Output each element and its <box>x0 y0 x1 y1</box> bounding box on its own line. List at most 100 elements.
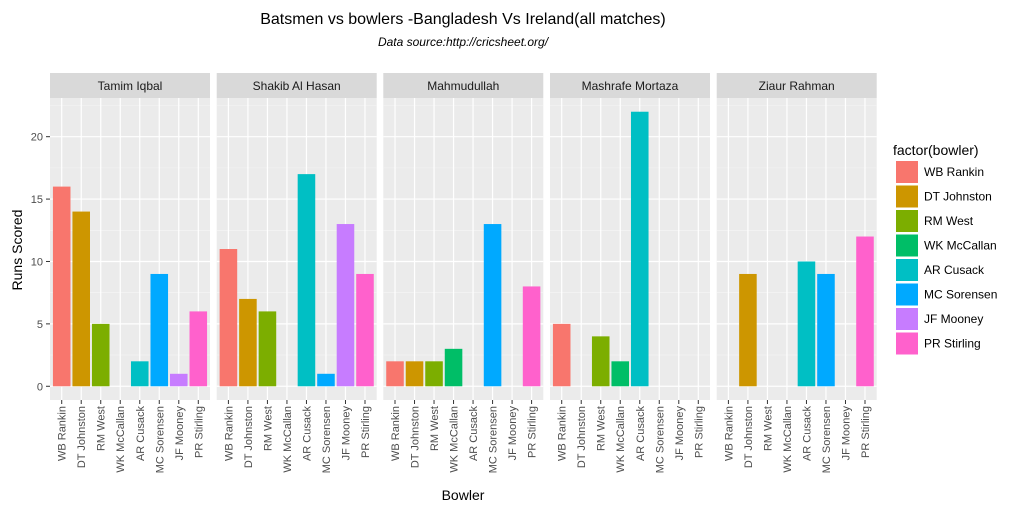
bar-pr-stirling <box>856 236 874 387</box>
x-tick-label: MC Sorensen <box>654 406 666 473</box>
panels: Tamim Iqbal WB Rankin DT Johnston RM West WK… <box>50 73 877 473</box>
y-axis-label: Runs Scored <box>9 210 25 291</box>
x-axis-label: Bowler <box>442 487 485 503</box>
legend-label: PR Stirling <box>924 337 981 351</box>
bar-wb-rankin <box>386 361 404 387</box>
legend-key <box>896 308 918 330</box>
x-tick-label: PR Stirling <box>193 406 205 458</box>
legend-item: PR Stirling <box>896 332 981 355</box>
legend-label: WB Rankin <box>924 165 984 179</box>
chart-title: Batsmen vs bowlers -Bangladesh Vs Irelan… <box>260 11 666 28</box>
x-tick-label: DT Johnston <box>743 406 755 468</box>
x-tick-label: PR Stirling <box>360 406 372 458</box>
bar-rm-west <box>258 311 277 387</box>
legend-item: WB Rankin <box>896 161 984 183</box>
x-tick-label: AR Cusack <box>801 406 813 462</box>
legend-item: DT Johnston <box>896 185 992 208</box>
legend-label: JF Mooney <box>924 312 983 326</box>
facet-label: Shakib Al Hasan <box>253 79 341 93</box>
panel-mahmudullah: Mahmudullah WB Rankin DT Johnston RM West WK… <box>383 73 544 473</box>
x-tick-label: PR Stirling <box>527 406 539 458</box>
x-tick-label: AR Cusack <box>135 406 147 462</box>
x-tick-label: WK McCallan <box>282 406 294 473</box>
panel-background <box>383 98 544 400</box>
x-tick-label: JF Mooney <box>174 406 186 461</box>
x-tick-label: MC Sorensen <box>488 406 500 473</box>
y-tick-label: 0 <box>37 381 43 393</box>
x-tick-label: WK McCallan <box>449 406 461 473</box>
bar-wk-mccallan <box>444 348 463 387</box>
bar-pr-stirling <box>522 286 541 387</box>
legend-label: MC Sorensen <box>924 288 997 302</box>
legend-key <box>896 185 918 208</box>
legend-item: MC Sorensen <box>896 283 997 306</box>
x-tick-label: AR Cusack <box>468 406 480 462</box>
facet-strip <box>716 73 877 98</box>
legend-label: RM West <box>924 214 974 228</box>
bar-mc-sorensen <box>150 273 169 387</box>
bar-ar-cusack <box>297 174 316 387</box>
panel-mashrafe-mortaza: Mashrafe Mortaza WB Rankin DT Johnston RM W… <box>550 73 710 473</box>
x-tick-label: JF Mooney <box>674 406 686 461</box>
legend-key <box>896 283 918 306</box>
legend-item: RM West <box>896 210 974 232</box>
bar-rm-west <box>91 323 110 387</box>
x-tick-label: DT Johnston <box>243 406 255 468</box>
legend-label: DT Johnston <box>924 190 992 204</box>
x-tick-label: JF Mooney <box>507 406 519 461</box>
x-tick-label: AR Cusack <box>301 406 313 462</box>
x-tick-label: WK McCallan <box>615 406 627 473</box>
legend-key <box>896 259 918 281</box>
bar-jf-mooney <box>336 224 355 387</box>
bar-mc-sorensen <box>317 373 335 387</box>
x-tick-label: RM West <box>96 406 108 451</box>
bar-dt-johnston <box>405 361 424 387</box>
facet-strip <box>383 73 544 98</box>
legend-item: JF Mooney <box>896 308 983 330</box>
legend-key <box>896 332 918 355</box>
facet-strip <box>216 73 377 98</box>
y-tick-label: 5 <box>37 319 43 331</box>
x-tick-label: RM West <box>762 406 774 451</box>
legend-label: AR Cusack <box>924 263 985 277</box>
x-tick-label: WB Rankin <box>723 406 735 461</box>
x-tick-label: JF Mooney <box>840 406 852 461</box>
x-tick-label: RM West <box>596 406 608 451</box>
legend-title: factor(bowler) <box>893 142 979 158</box>
x-tick-label: DT Johnston <box>76 406 88 468</box>
x-tick-label: RM West <box>262 406 274 451</box>
bar-wk-mccallan <box>611 361 630 387</box>
bar-ar-cusack <box>130 361 149 387</box>
bar-wb-rankin <box>52 186 71 387</box>
x-tick-label: WB Rankin <box>57 406 69 461</box>
x-tick-label: WB Rankin <box>223 406 235 461</box>
bar-jf-mooney <box>170 373 188 387</box>
y-axis: 0 5 10 15 20 <box>31 132 50 393</box>
y-tick-label: 20 <box>31 132 43 144</box>
x-tick-label: DT Johnston <box>576 406 588 468</box>
legend-key <box>896 161 918 183</box>
x-tick-label: WB Rankin <box>390 406 402 461</box>
facet-label: Ziaur Rahman <box>759 79 835 93</box>
legend-label: WK McCallan <box>924 239 997 253</box>
facet-label: Tamim Iqbal <box>98 79 163 93</box>
panel-background <box>550 98 710 400</box>
x-tick-label: WK McCallan <box>782 406 794 473</box>
bar-wb-rankin <box>219 249 238 387</box>
x-tick-label: RM West <box>429 406 441 451</box>
bar-ar-cusack <box>797 261 816 387</box>
bar-ar-cusack <box>630 111 649 387</box>
x-tick-label: MC Sorensen <box>154 406 166 473</box>
legend-key <box>896 234 918 257</box>
bar-pr-stirling <box>189 311 208 387</box>
x-tick-label: PR Stirling <box>693 406 705 458</box>
y-tick-label: 10 <box>31 256 43 268</box>
bar-mc-sorensen <box>483 224 502 387</box>
legend: factor(bowler) WB Rankin DT Johnston RM We… <box>893 142 997 355</box>
x-tick-label: MC Sorensen <box>821 406 833 473</box>
facet-strip <box>550 73 710 98</box>
x-tick-label: AR Cusack <box>635 406 647 462</box>
facet-label: Mahmudullah <box>427 79 499 93</box>
panel-ziaur-rahman: Ziaur Rahman WB Rankin DT Johnston RM West W… <box>716 73 877 473</box>
